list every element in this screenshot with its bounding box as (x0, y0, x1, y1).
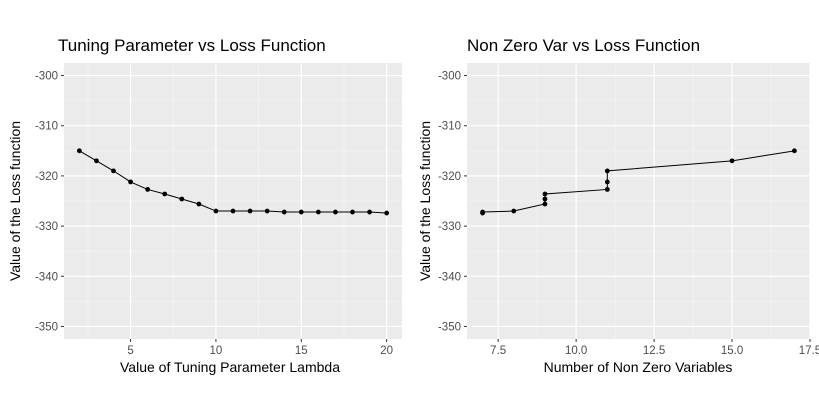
data-point (604, 168, 610, 174)
y-axis-ticks: -300 -310 -320 -330 -340 -350 (438, 71, 467, 333)
data-point (542, 196, 548, 202)
y-tick-label: -330 (438, 221, 461, 233)
y-tick-label: -340 (35, 271, 58, 283)
data-point (264, 208, 270, 214)
data-point (179, 196, 185, 202)
y-tick-label: -300 (35, 71, 58, 83)
y-tick-label: -310 (35, 121, 58, 133)
data-point (128, 179, 133, 185)
y-tick-label: -340 (438, 271, 461, 283)
data-point (94, 158, 99, 164)
x-axis-ticks: 5 10 15 20 (127, 339, 393, 357)
data-point (542, 191, 548, 197)
data-point (511, 208, 517, 214)
y-tick-label: -350 (35, 321, 58, 333)
data-point (729, 158, 735, 164)
data-point (542, 201, 548, 207)
chart-title: Tuning Parameter vs Loss Function (58, 36, 326, 55)
y-tick-label: -300 (438, 71, 461, 83)
minor-gridlines (467, 63, 810, 339)
data-point (162, 191, 168, 197)
x-tick-label: 15.0 (721, 345, 743, 357)
minor-gridlines (64, 63, 402, 339)
data-point (111, 168, 116, 174)
y-axis-label: Value of the Loss function (7, 121, 23, 281)
data-point (367, 209, 372, 215)
x-tick-label: 17.5 (799, 345, 819, 357)
y-axis-label: Value of the Loss function (417, 121, 433, 281)
x-axis-label: Number of Non Zero Variables (544, 359, 733, 375)
chart-panel-tuning-parameter: Tuning Parameter vs Loss Function 5 10 15 2… (7, 36, 402, 375)
y-tick-label: -320 (35, 171, 58, 183)
major-gridlines (64, 63, 402, 339)
data-point (792, 148, 797, 154)
x-tick-label: 10.0 (565, 345, 587, 357)
x-tick-label: 7.5 (490, 345, 506, 357)
x-tick-label: 15 (295, 345, 308, 357)
data-point (604, 187, 610, 192)
data-point (604, 179, 610, 185)
data-point (196, 201, 202, 207)
data-point (350, 209, 355, 215)
data-point (213, 208, 219, 214)
y-tick-label: -350 (438, 321, 461, 333)
x-axis-ticks: 7.5 10.0 12.5 15.0 17.5 (490, 339, 819, 357)
data-point (333, 209, 338, 215)
data-point (480, 209, 485, 215)
x-tick-label: 20 (380, 345, 393, 357)
x-tick-label: 5 (127, 345, 133, 357)
major-gridlines (467, 63, 811, 339)
y-tick-label: -320 (438, 171, 461, 183)
y-axis-ticks: -300 -310 -320 -330 -340 -350 (35, 71, 64, 333)
data-point (298, 209, 304, 215)
y-tick-label: -310 (438, 121, 461, 133)
chart-title: Non Zero Var vs Loss Function (467, 36, 700, 55)
data-point (230, 208, 236, 214)
y-tick-label: -330 (35, 221, 58, 233)
x-axis-label: Value of Tuning Parameter Lambda (120, 359, 340, 375)
data-point (76, 148, 82, 154)
x-tick-label: 12.5 (643, 345, 665, 357)
data-point (384, 210, 390, 216)
series-layer (480, 148, 797, 216)
chart-panel-non-zero-var: Non Zero Var vs Loss Function 7.5 10.0 12.… (417, 36, 819, 375)
series-layer (76, 148, 390, 216)
x-tick-label: 10 (210, 345, 223, 357)
data-point (281, 209, 287, 215)
data-point (247, 208, 253, 214)
data-point (145, 187, 151, 192)
data-point (315, 209, 321, 215)
